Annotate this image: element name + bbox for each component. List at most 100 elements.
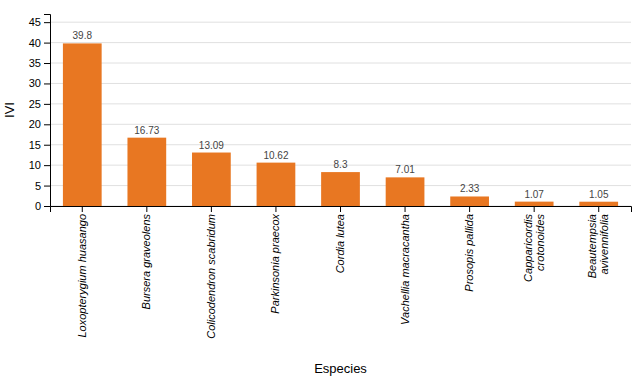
y-tick: 45 [29,16,50,28]
y-tick: 5 [35,180,50,192]
data-label: 39.8 [73,30,93,41]
x-axis-line [51,207,632,213]
x-tick-label-line: Prosopis pallida [463,214,475,292]
x-tick-label-line: Beautempsia [586,214,598,278]
data-label: 8.3 [334,159,348,170]
y-tick-label: 5 [35,180,41,192]
x-tick-label-line: Vachellia macracantha [399,214,411,325]
grid-line [50,103,631,104]
x-tick-label-line: crotonoides [534,214,546,271]
y-tick-label: 25 [29,98,41,110]
x-tick: Prosopis pallida [463,206,475,292]
chart-container: 39.8 16.73 13.09 10.62 8.3 7.01 2.33 1.07 1.05 0 5… [0,0,643,381]
x-tick: Cordia lutea [334,206,346,273]
x-axis-title: Especies [314,361,367,376]
x-tick-label: Bursera graveolens [140,214,152,310]
x-tick-label-line: Loxopterygium huasango [76,214,88,338]
grid-line [50,42,631,43]
y-tick-mark [44,124,50,125]
x-axis: Loxopterygium huasango Bursera graveolens… [51,206,632,339]
x-tick-label: Colicodendron scabridum [205,214,217,339]
x-tick-mark [340,206,341,212]
x-tick: Vachellia macracantha [399,206,411,325]
x-tick-label-line: Bursera graveolens [140,214,152,310]
y-tick-mark [44,63,50,64]
y-tick-mark [44,145,50,146]
x-tick-label-line: Colicodendron scabridum [205,214,217,339]
bar [515,202,554,206]
y-tick-mark [44,22,50,23]
y-tick-mark [44,206,50,207]
x-tick: Bursera graveolens [140,206,152,309]
bar [386,177,425,206]
data-label: 2.33 [460,183,480,194]
grid-line [50,63,631,64]
y-axis-title: IVI [2,102,17,118]
bar [192,153,231,206]
bars [63,43,618,206]
data-label: 16.73 [134,125,159,136]
x-tick-label: Capparicordiscrotonoides [522,214,546,282]
chart-svg: 39.8 16.73 13.09 10.62 8.3 7.01 2.33 1.07 1.05 0 5… [0,0,643,381]
x-tick-mark [405,206,406,212]
y-tick-label: 45 [29,16,41,28]
x-tick-label-line: Cordia lutea [334,214,346,273]
data-label: 10.62 [263,150,288,161]
y-tick: 10 [29,159,50,171]
data-label: 13.09 [199,140,224,151]
y-tick-label: 40 [29,37,41,49]
data-labels: 39.8 16.73 13.09 10.62 8.3 7.01 2.33 1.07 1.05 [73,30,609,199]
y-tick-mark [44,186,50,187]
x-tick-label-line: Parkinsonia praecox [269,214,281,314]
y-tick-label: 15 [29,139,41,151]
y-tick: 0 [35,200,50,212]
x-tick-mark [469,206,470,212]
data-label: 1.07 [524,189,544,200]
y-tick-mark [44,43,50,44]
y-tick: 20 [29,118,50,130]
grid-line [50,22,631,23]
x-tick: Loxopterygium huasango [76,206,88,338]
y-tick: 15 [29,139,50,151]
y-tick-label: 35 [29,57,41,69]
x-tick-mark [598,206,599,212]
y-tick-label: 30 [29,77,41,89]
x-tick-label: Cordia lutea [334,214,346,273]
bar [63,43,102,206]
x-tick: Parkinsonia praecox [269,206,281,314]
y-tick: 25 [29,98,50,110]
bar [579,202,618,206]
bar [127,138,166,206]
y-tick-mark [44,83,50,84]
x-tick-mark [275,206,276,212]
x-tick-label-line: avivennifolia [598,214,610,275]
x-tick-label: Loxopterygium huasango [76,214,88,338]
x-tick-mark [211,206,212,212]
y-axis: 0 5 10 15 20 25 30 35 40 45 [29,15,51,213]
y-axis-line [44,15,51,207]
bar [257,163,296,206]
x-tick-label-line: Capparicordis [522,214,534,282]
plot: 39.8 16.73 13.09 10.62 8.3 7.01 2.33 1.07 1.05 0 5… [29,15,632,339]
x-tick-label: Vachellia macracantha [399,214,411,325]
x-tick: Beautempsiaavivennifolia [586,206,610,278]
y-tick: 35 [29,57,50,69]
y-tick-mark [44,104,50,105]
bar [321,172,360,206]
x-tick-mark [146,206,147,212]
x-tick: Colicodendron scabridum [205,206,217,339]
y-tick-label: 20 [29,118,41,130]
grid [50,22,631,206]
x-tick-label: Parkinsonia praecox [269,214,281,314]
data-label: 1.05 [589,189,609,200]
y-tick-label: 10 [29,159,41,171]
x-tick-mark [534,206,535,212]
x-tick-label: Beautempsiaavivennifolia [586,214,610,278]
y-tick: 40 [29,37,50,49]
data-label: 7.01 [395,164,415,175]
y-tick-label: 0 [35,200,41,212]
x-tick-mark [82,206,83,212]
x-tick-label: Prosopis pallida [463,214,475,292]
x-tick: Capparicordiscrotonoides [522,206,546,282]
y-tick-mark [44,165,50,166]
